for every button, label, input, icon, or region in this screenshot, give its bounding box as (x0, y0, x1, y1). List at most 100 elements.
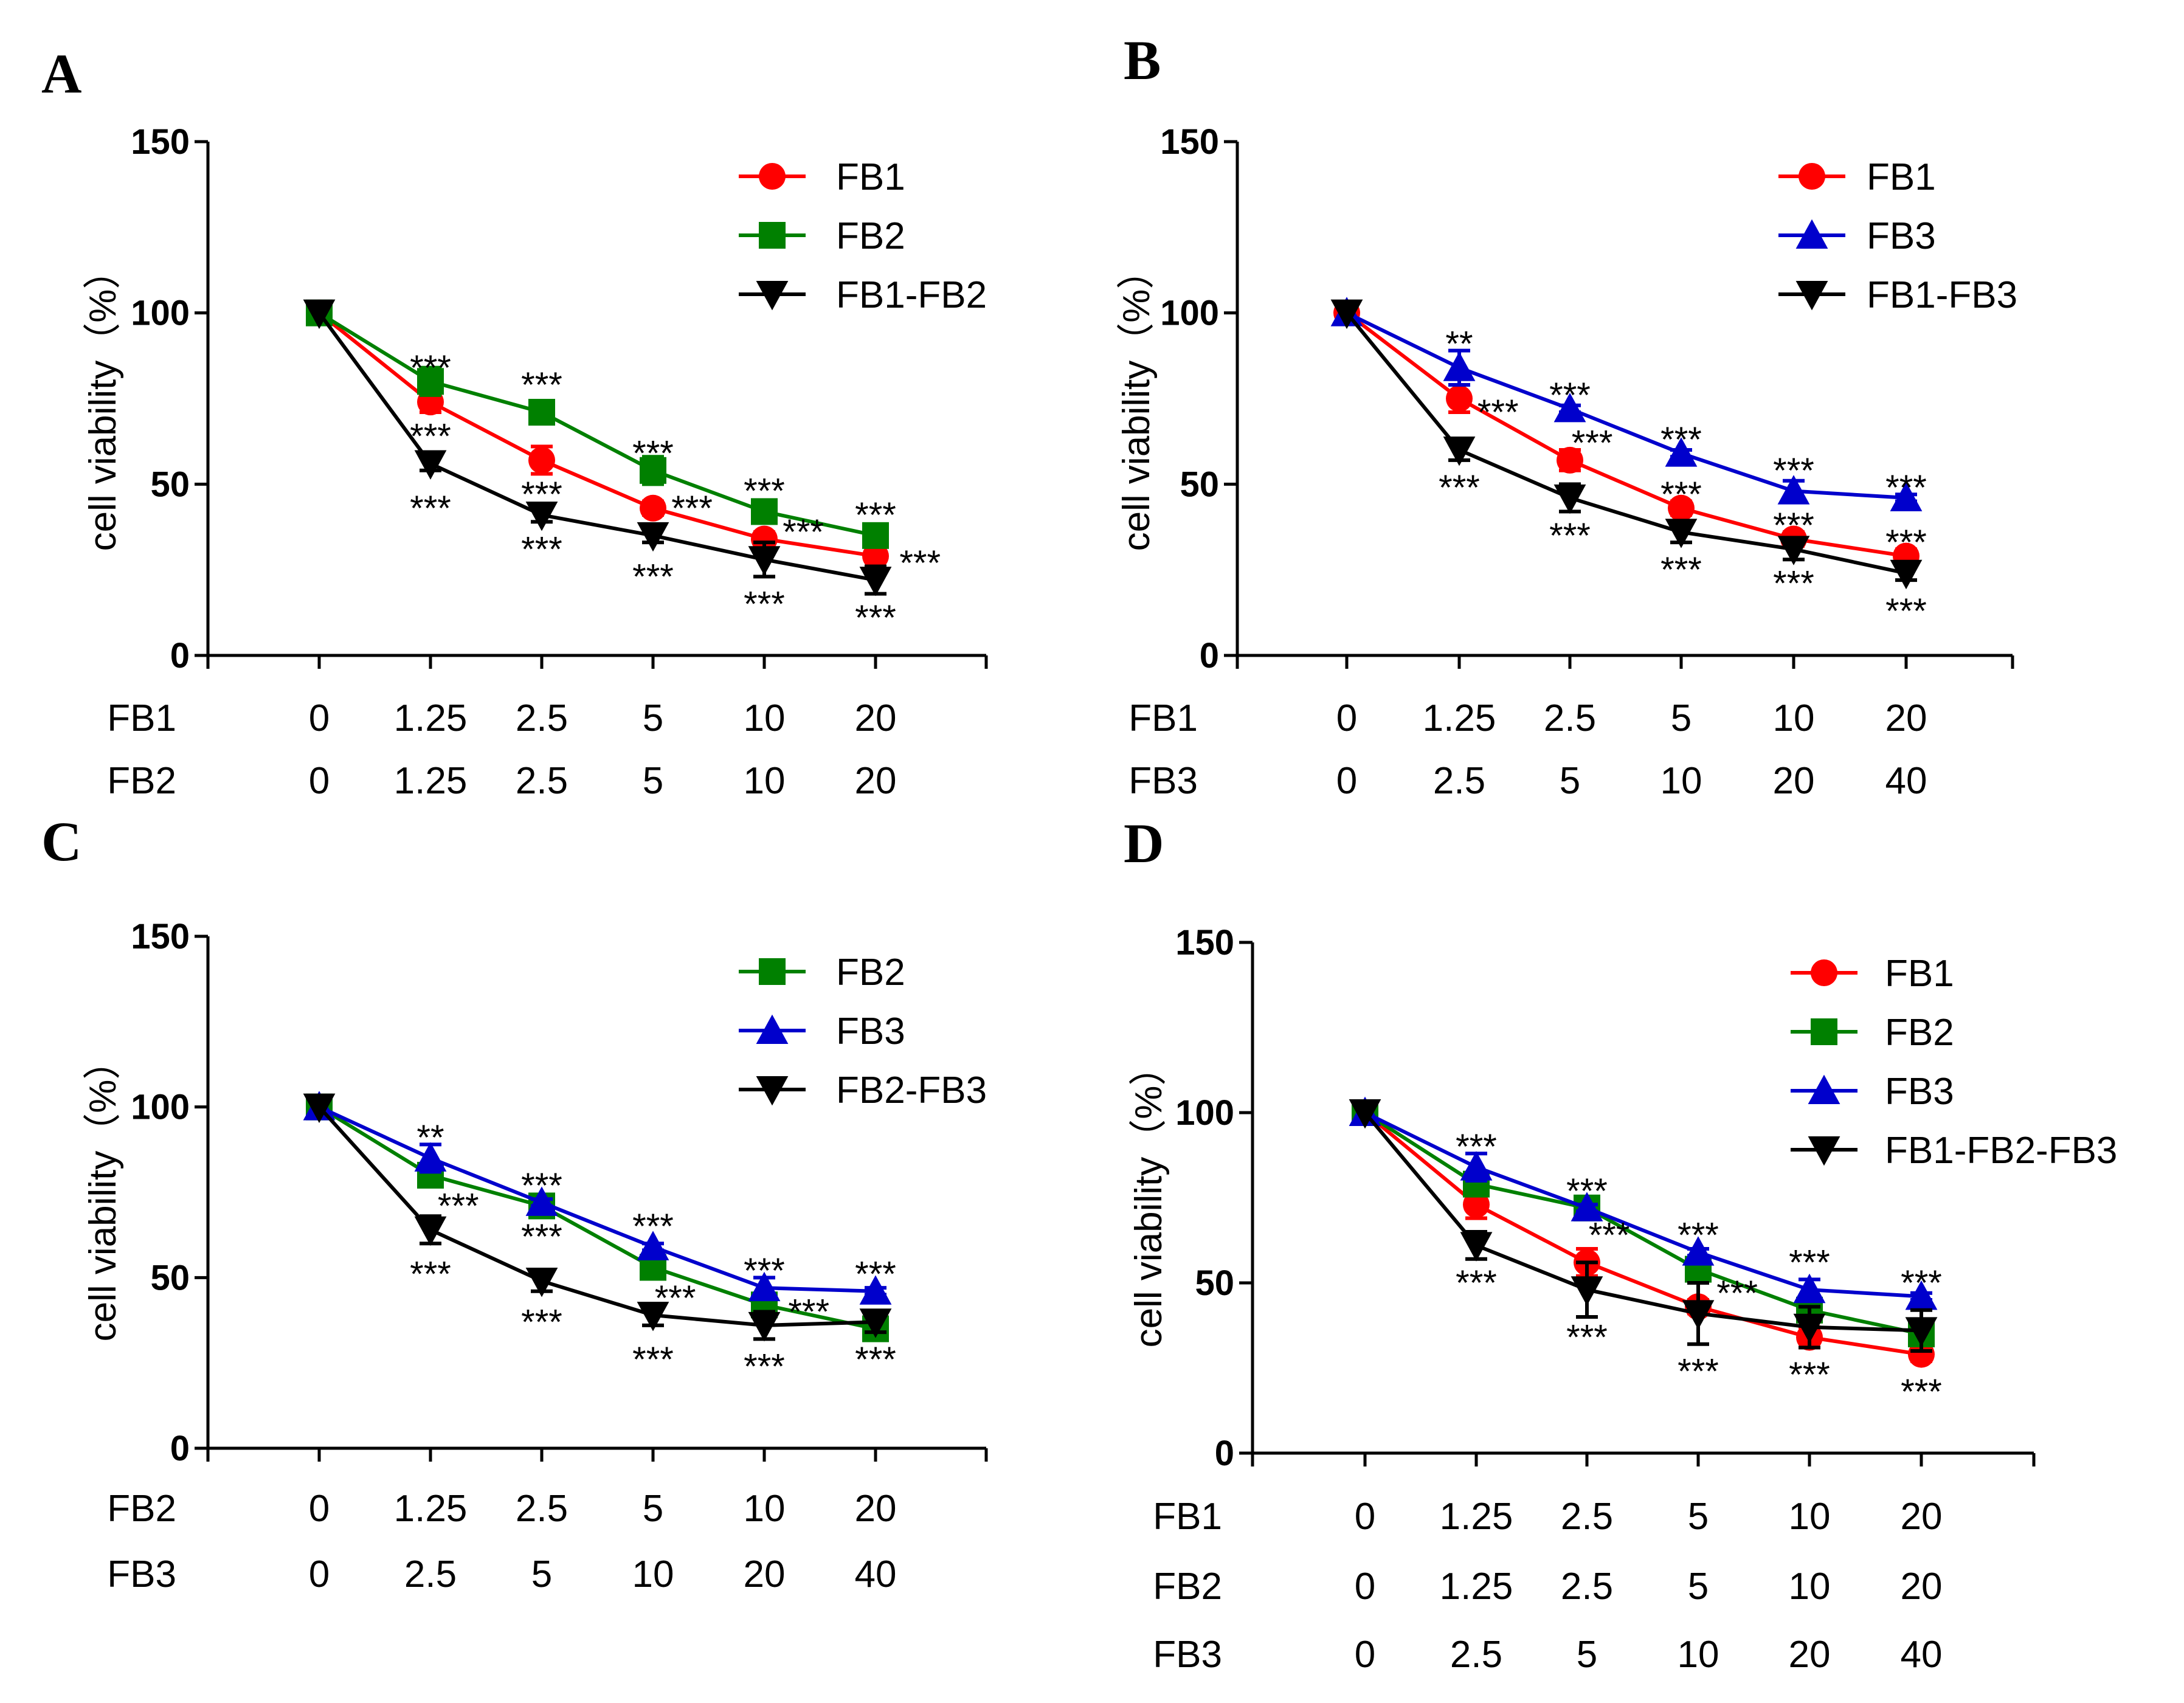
data-point (637, 1302, 669, 1332)
significance-annotation: *** (783, 513, 824, 552)
y-axis-label: cell viability（%） (82, 252, 124, 551)
series-fb3 (303, 1091, 892, 1305)
series-line (1346, 311, 1907, 558)
data-point (1908, 1341, 1935, 1368)
significance-annotation: *** (855, 1255, 896, 1294)
significance-annotation: *** (855, 496, 896, 535)
data-point (637, 1231, 669, 1260)
significance-annotation: *** (1566, 1318, 1608, 1358)
data-point (525, 1267, 558, 1297)
significance-annotation: *** (1678, 1216, 1719, 1256)
data-point (1665, 519, 1698, 548)
series-fb2-fb3 (303, 1093, 892, 1342)
data-point (1665, 437, 1698, 467)
dose-value: 2.5 (516, 760, 568, 802)
legend-label: FB1-FB2 (836, 274, 987, 316)
data-point (303, 299, 336, 330)
data-point (1682, 1236, 1715, 1266)
significance-annotation: *** (632, 434, 674, 474)
series-line (1345, 311, 1907, 575)
data-point (1571, 1276, 1603, 1306)
y-tick-label: 50 (1195, 1263, 1234, 1303)
dose-value: 1.25 (1440, 1566, 1513, 1608)
series-line (318, 1105, 876, 1331)
legend-label: FB3 (836, 1010, 905, 1052)
significance-annotation: *** (521, 1217, 562, 1257)
dose-row-label: FB2 (107, 1488, 176, 1530)
significance-annotation: *** (1773, 506, 1814, 545)
significance-annotation: *** (655, 1279, 696, 1318)
legend-marker (756, 1014, 789, 1044)
legend-marker (759, 958, 786, 985)
y-tick-label: 0 (1200, 636, 1219, 675)
series-line (1364, 1111, 1922, 1299)
significance-annotation: *** (438, 1186, 479, 1226)
significance-annotation: *** (1572, 424, 1613, 463)
series-fb2 (1352, 1099, 1935, 1347)
dose-value: 20 (855, 760, 897, 802)
dose-value: 1.25 (394, 697, 468, 739)
y-tick-label: 150 (1175, 923, 1234, 962)
legend-entry: FB2 (1791, 1012, 1954, 1054)
legend-entry: FB1-FB2-FB3 (1791, 1130, 2117, 1172)
dose-value: 20 (1901, 1496, 1943, 1538)
legend-marker (756, 281, 789, 311)
dose-value: 0 (309, 1488, 330, 1530)
dose-value: 1.25 (1440, 1496, 1513, 1538)
legend-marker (1795, 281, 1828, 311)
significance-annotation: ** (1445, 324, 1473, 364)
series-line (317, 1105, 876, 1327)
dose-value: 0 (309, 697, 330, 739)
dose-value: 5 (1577, 1634, 1597, 1676)
legend-entry: FB3 (1791, 1071, 1954, 1113)
legend-label: FB2-FB3 (836, 1069, 987, 1111)
dose-value: 5 (1560, 760, 1580, 802)
y-axis-label: cell viability（%） (82, 1042, 124, 1342)
series-fb1-fb2-fb3 (1349, 1099, 1938, 1353)
data-point (751, 498, 778, 525)
dose-value: 10 (744, 760, 786, 802)
dose-value: 10 (632, 1553, 674, 1595)
legend-marker (1811, 959, 1837, 986)
dose-value: 5 (531, 1553, 552, 1595)
significance-annotation: *** (1885, 523, 1927, 562)
legend-label: FB2 (836, 952, 905, 993)
data-point (859, 1275, 892, 1305)
dose-row-label: FB2 (107, 760, 176, 802)
data-point (417, 368, 444, 395)
series-fb1-fb2 (303, 299, 892, 596)
significance-annotation: *** (1477, 393, 1519, 432)
dose-value: 2.5 (516, 1488, 568, 1530)
y-tick-label: 50 (1180, 465, 1219, 504)
significance-annotation: *** (521, 475, 562, 514)
significance-annotation: *** (410, 1255, 451, 1294)
significance-annotation: *** (632, 557, 674, 596)
data-point (748, 1271, 781, 1302)
legend-label: FB3 (1867, 215, 1936, 257)
legend-marker (1811, 1018, 1837, 1045)
data-point (640, 457, 666, 484)
significance-annotation: *** (1589, 1216, 1630, 1256)
dose-row-label: FB2 (1153, 1566, 1222, 1608)
dose-row-label: FB1 (1128, 697, 1198, 739)
series-line (318, 311, 876, 558)
dose-value: 0 (1355, 1496, 1375, 1538)
significance-annotation: *** (1885, 592, 1927, 631)
dose-value: 10 (744, 697, 786, 739)
significance-annotation: *** (671, 489, 713, 528)
significance-annotation: ** (416, 1118, 444, 1158)
legend-entry: FB2-FB3 (739, 1069, 987, 1111)
dose-value: 20 (855, 1488, 897, 1530)
series-line (1364, 1111, 1922, 1356)
panel-letter: A (41, 43, 81, 105)
dose-value: 1.25 (1423, 697, 1496, 739)
y-tick-label: 100 (131, 294, 190, 333)
panel-letter: D (1124, 812, 1164, 874)
significance-annotation: *** (1549, 376, 1591, 415)
data-point (862, 542, 889, 570)
dose-value: 10 (1678, 1634, 1719, 1676)
dose-value: 2.5 (1450, 1634, 1502, 1676)
